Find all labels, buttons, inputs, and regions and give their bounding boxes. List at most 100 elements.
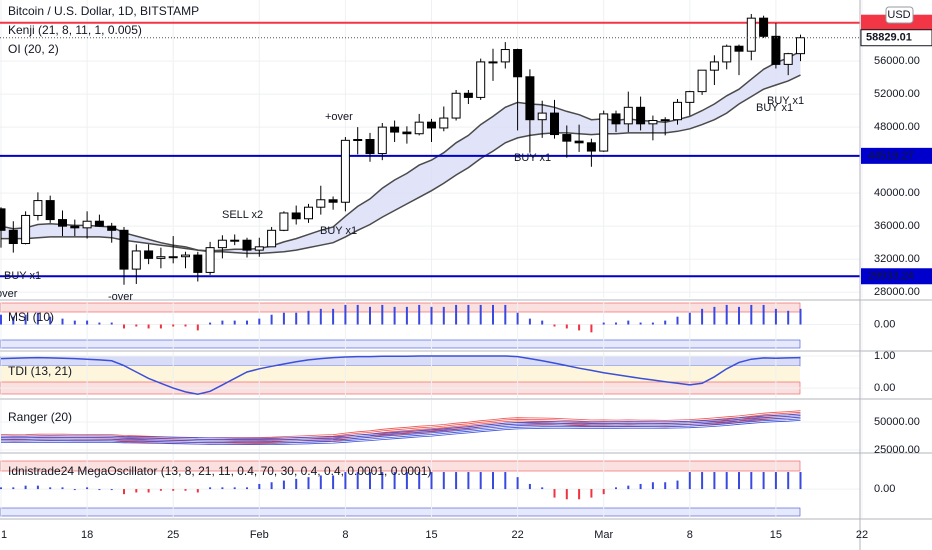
candle-body [685,91,695,103]
x-tick-label: 8 [687,529,693,541]
candle-body [340,139,350,203]
bar [725,472,728,490]
bar [196,489,199,493]
annotation: BUY x1 [756,102,793,114]
candle-body [70,225,80,229]
bar [651,482,654,490]
bar [135,324,138,327]
candle-body [304,206,313,220]
bar [344,472,347,490]
last-price-tag [860,29,932,47]
bar [762,304,765,325]
y-tick-label: 50000.00 [874,416,920,428]
bar [258,318,261,325]
bar [123,324,125,329]
msi-lower-zone [0,339,801,349]
indicator-label: Kenji (21, 8, 11, 1, 0.005) [8,23,142,37]
bar [393,306,396,325]
candle-body [107,225,117,231]
candle-body [734,45,744,52]
annotation: -over [108,291,133,303]
bar [405,306,408,325]
y-tick-label: 36000.00 [874,220,920,232]
bar [86,320,89,325]
bar [787,472,790,490]
candle-body [45,200,55,221]
bar [246,320,248,325]
bar [332,475,335,490]
candle-body [21,214,31,245]
bar [602,322,605,325]
panel-title: TDI (13, 21) [8,364,72,378]
bar [0,314,2,325]
bar [209,487,212,490]
bar [799,308,802,325]
last-price-label: 58829.01 [866,32,912,44]
ribbon-line [1,416,801,442]
bar [344,304,347,325]
mega-lower-zone [0,507,801,517]
candle-body [537,112,547,121]
bar [98,322,101,325]
x-tick-label: 25 [167,529,179,541]
bar [615,322,617,325]
bar [418,472,421,490]
bar [553,324,556,327]
bar [24,314,27,325]
bar [701,308,704,325]
currency-badge [885,6,914,24]
bar [73,320,76,325]
bar [762,472,765,490]
candle-body [8,229,18,245]
ribbon-line [1,413,801,439]
indicator-label: OI (20, 2) [8,42,59,56]
band-upper [0,50,801,252]
bar [492,472,494,490]
bar [24,485,27,490]
bar [442,306,445,325]
candle-body [759,17,769,37]
bar [184,489,187,491]
bar [172,489,175,491]
level-tag [861,268,932,285]
bar [221,320,224,325]
candle-body [402,131,412,135]
bar [319,308,322,325]
bar [467,304,470,325]
candle-body [636,106,646,125]
bar [492,304,494,325]
bar [110,489,113,491]
candle-body [648,120,658,125]
candle-body [599,113,609,152]
x-tick-label: 15 [770,529,782,541]
bar [184,324,187,327]
bar [233,487,236,490]
y-tick-label: 52000.00 [874,88,920,100]
bar [528,318,531,325]
bar [664,320,667,325]
candle-body [193,254,203,273]
bar [319,475,322,490]
annotation: BUY x1 [320,225,357,237]
candle-body [488,61,498,64]
panel-title: Idnistrade24 MegaOscillator (13, 8, 21, … [8,464,431,478]
bar [258,483,261,490]
candle-body [439,117,449,129]
candle-body [33,200,43,216]
bar [381,304,384,325]
bar [430,306,433,325]
tdi-mid-zone [0,366,800,382]
candle-body [181,254,190,258]
x-tick-label: Feb [250,529,269,541]
bar [578,324,581,331]
bar [233,320,236,325]
bar [565,324,568,329]
bar [774,308,777,325]
candle-body [660,119,670,122]
bar [270,314,273,325]
bar [405,472,408,490]
y-tick-label: 0.00 [874,382,895,394]
bar [381,472,384,490]
msi-upper-zone [0,302,801,313]
